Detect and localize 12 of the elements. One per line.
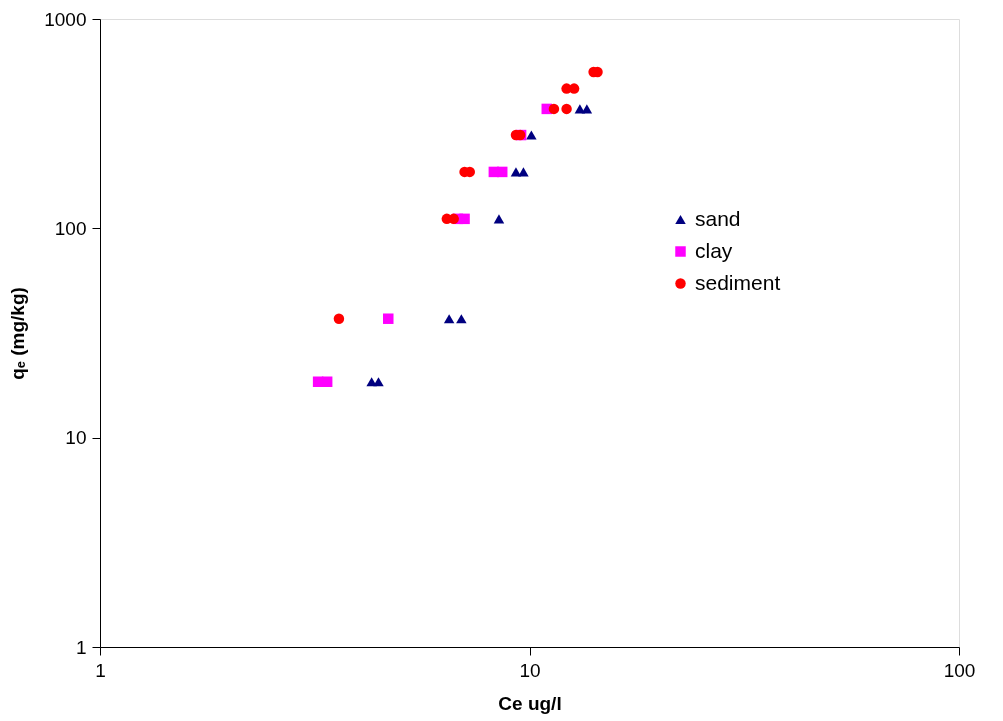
x-axis-title: Ce ug/l (498, 692, 562, 714)
legend-label: sediment (695, 270, 781, 294)
legend-label: sand (695, 206, 741, 230)
y-tick-label: 10 (65, 427, 87, 449)
y-axis-title: qₑ (mg/kg) (7, 287, 29, 380)
legend-label: clay (695, 238, 733, 262)
x-tick-label: 100 (943, 659, 976, 681)
x-tick-label: 10 (519, 659, 541, 681)
y-tick-label: 1 (75, 636, 87, 658)
y-tick-label: 1000 (44, 8, 87, 30)
y-tick-label: 100 (54, 217, 87, 239)
x-tick-label: 1 (95, 659, 106, 681)
